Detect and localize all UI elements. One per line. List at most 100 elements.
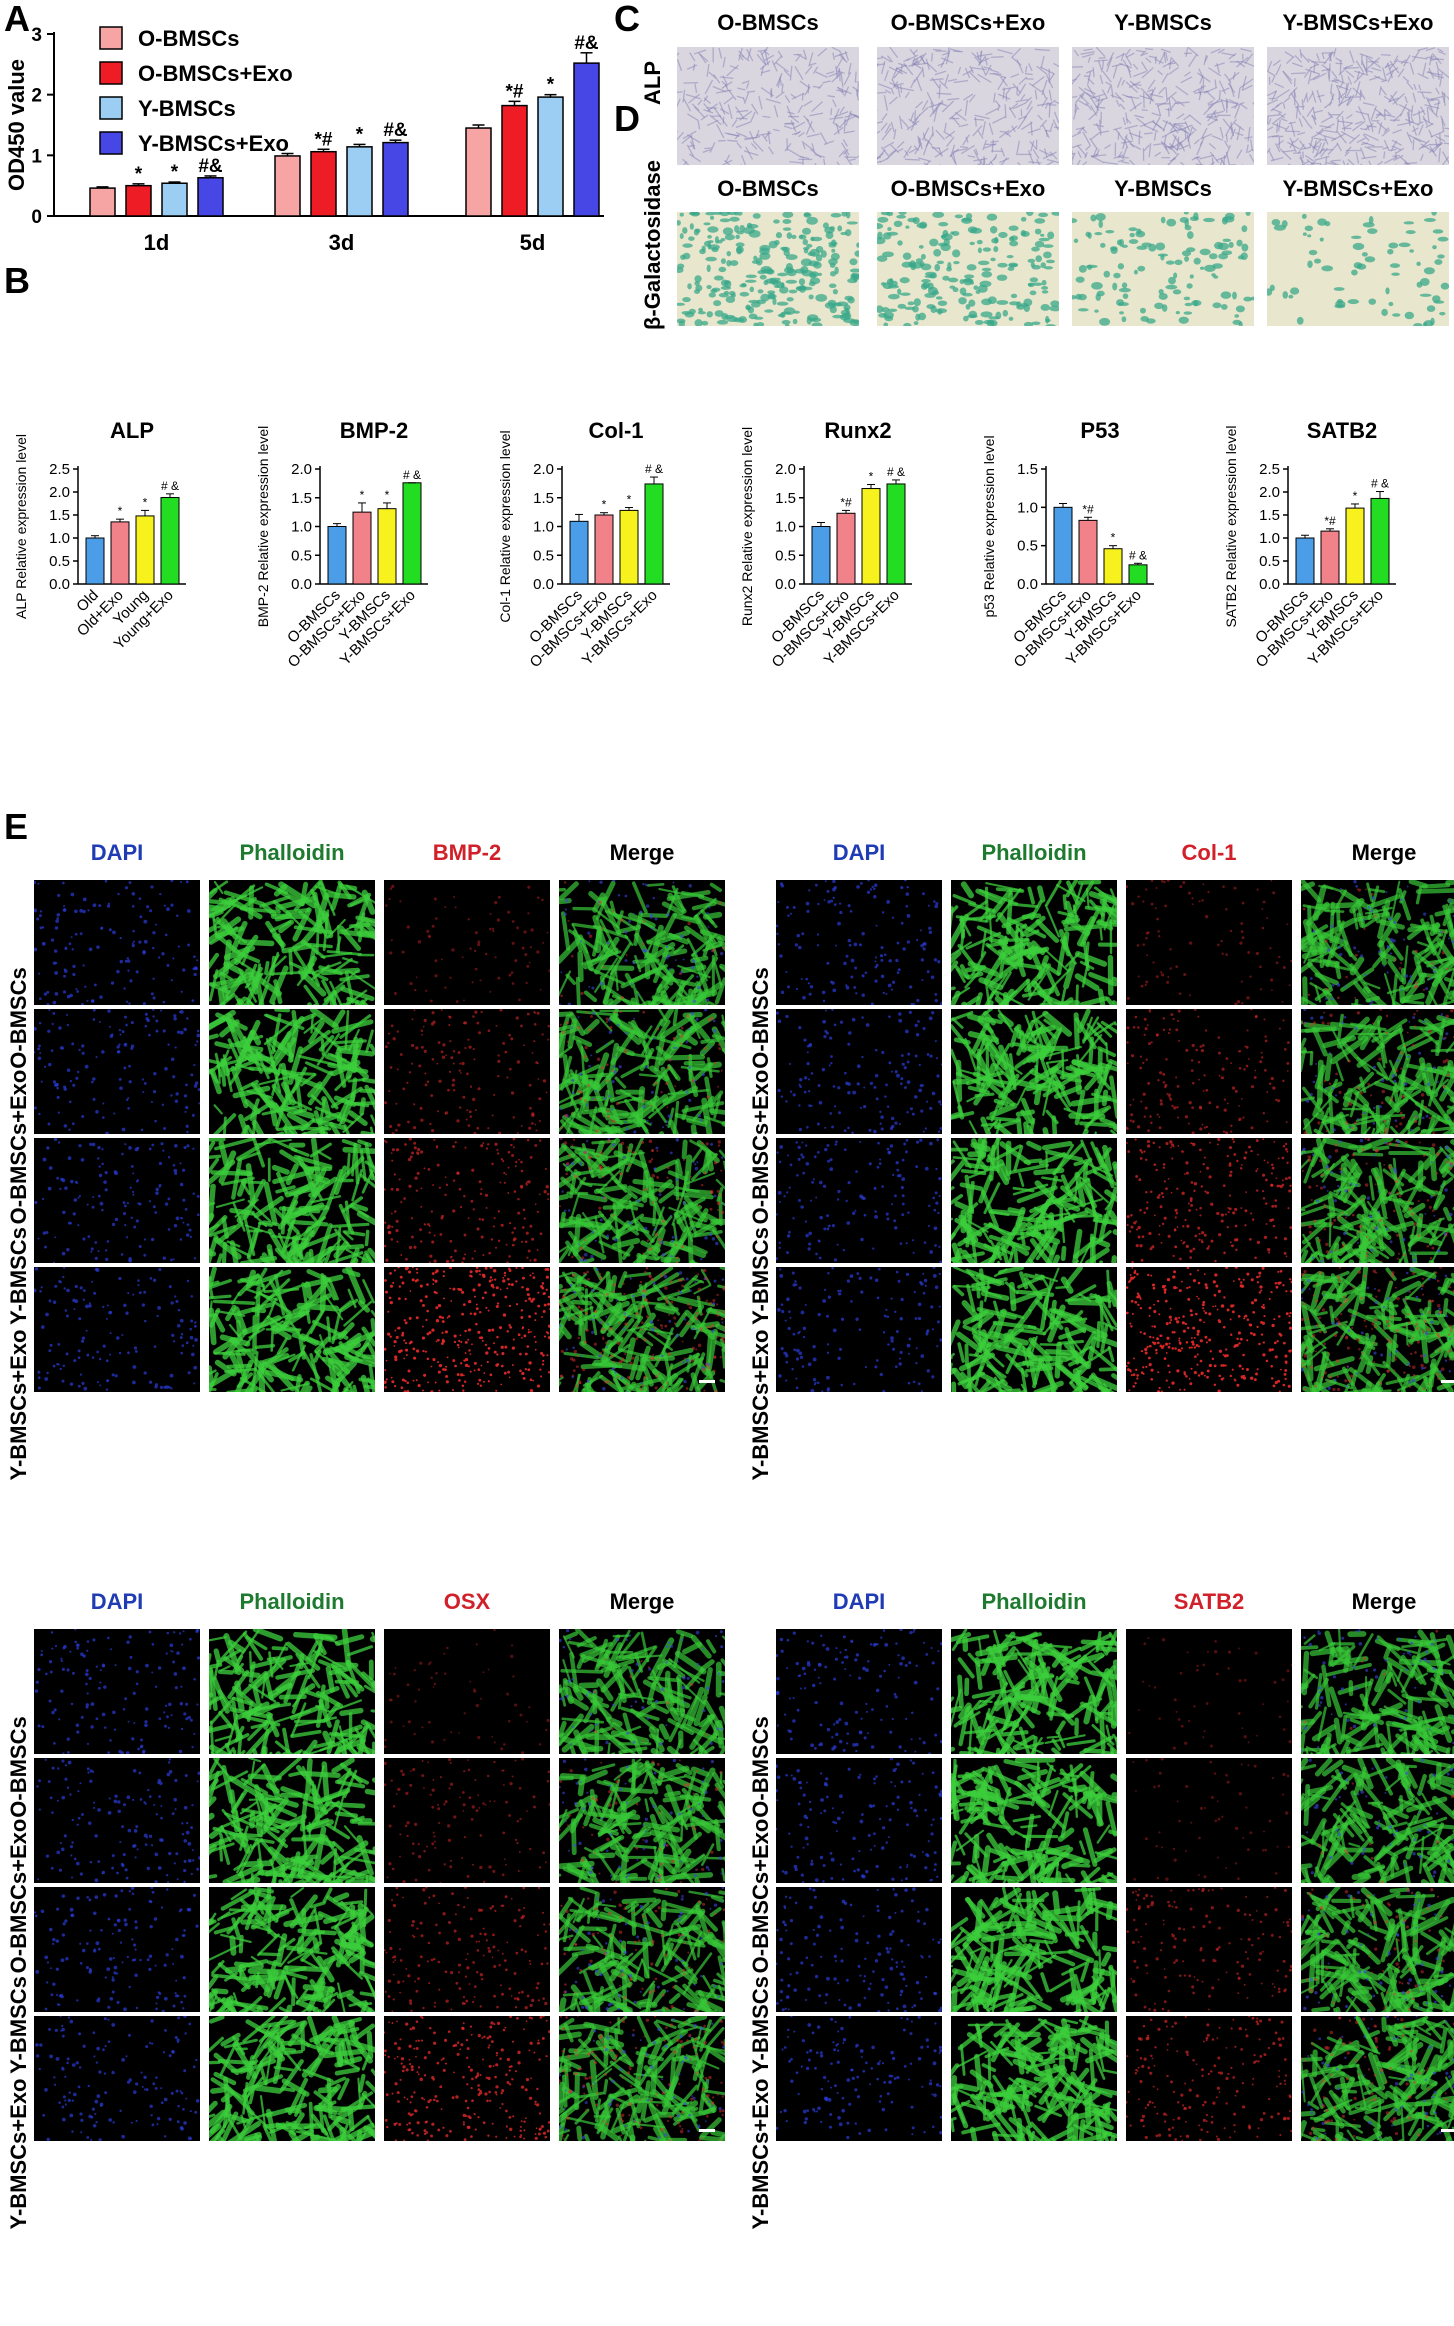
dapi-image [34, 1267, 200, 1392]
channel-header: Merge [1351, 1589, 1417, 1614]
chart-b-bmp-2: BMP-2 0.0 0.5 1.0 1.5 2.0 BMP-2 Relative expre… [255, 418, 428, 671]
row-label-text: Y-BMSCs+Exo [6, 2078, 31, 2229]
significance-label: * [385, 488, 390, 502]
significance-label: * [135, 164, 143, 185]
legend-label: Y-BMSCs [138, 96, 236, 121]
bar [1345, 507, 1365, 585]
significance-label: #& [574, 33, 599, 54]
panel-letter-d: D [614, 98, 640, 139]
marker-image [384, 1267, 550, 1392]
marker-image [384, 880, 550, 1005]
marker-image [1126, 1629, 1292, 1754]
legend-label: O-BMSCs+Exo [138, 61, 293, 86]
bar [1320, 530, 1340, 585]
phalloidin-image [951, 1887, 1117, 2012]
column-header: O-BMSCs [717, 10, 819, 35]
significance-label: *# [840, 495, 852, 509]
column-header: Y-BMSCs [1114, 10, 1212, 35]
significance-label: *# [506, 81, 524, 102]
merge-image [559, 1267, 725, 1392]
significance-label: *# [1324, 514, 1336, 528]
phalloidin-image [209, 1887, 375, 2012]
significance-label: * [869, 470, 874, 484]
scale-bar [1441, 1380, 1454, 1383]
channel-header: Col-1 [1181, 840, 1237, 865]
y-tick-label: 1.5 [1017, 461, 1038, 478]
merge-image [559, 880, 725, 1005]
dapi-image [34, 2016, 200, 2141]
channel-header: Merge [609, 840, 675, 865]
significance-label: #& [383, 120, 408, 141]
channel-header: Merge [1351, 840, 1417, 865]
bar [1128, 564, 1148, 585]
galactosidase-stain-image [1072, 212, 1254, 326]
marker-image [1126, 2016, 1292, 2141]
row-label-text: Y-BMSCs [6, 1975, 31, 2074]
y-tick-label: 3 [31, 25, 42, 46]
bar [811, 526, 831, 585]
merge-image [559, 1009, 725, 1134]
marker-image [1126, 1009, 1292, 1134]
legend-swatch [99, 131, 123, 155]
bar [594, 514, 614, 585]
column-header: O-BMSCs [717, 176, 819, 201]
bar [644, 483, 664, 585]
bar [1370, 497, 1390, 585]
x-tick-label: 5d [520, 230, 546, 255]
y-axis-title: Runx2 Relative expression level [739, 427, 755, 626]
bar [573, 62, 600, 217]
bar [402, 482, 422, 585]
column-header: O-BMSCs+Exo [890, 10, 1046, 35]
channel-header: BMP-2 [432, 840, 502, 865]
marker-image [1126, 1758, 1292, 1883]
bar [465, 127, 492, 217]
dapi-image [34, 1758, 200, 1883]
dapi-image [776, 880, 942, 1005]
significance-label: * [602, 498, 607, 512]
row-label-text: Y-BMSCs [748, 1226, 773, 1325]
merge-image [1301, 1267, 1454, 1392]
channel-header: DAPI [832, 1589, 886, 1614]
marker-image [384, 1887, 550, 2012]
scale-bar [1441, 2129, 1454, 2132]
bar [569, 520, 589, 585]
legend-swatch [99, 26, 123, 50]
chart-b-runx2: Runx2 0.0 0.5 1.0 1.5 2.0 Runx2 Relative expre… [739, 418, 912, 671]
phalloidin-image [209, 1267, 375, 1392]
significance-label: # & [161, 479, 179, 493]
row-label-text: O-BMSCs [748, 1715, 773, 1818]
merge-image [559, 1758, 725, 1883]
chart-title: P53 [1080, 418, 1119, 443]
x-tick-label: 3d [329, 230, 355, 255]
y-tick-label: 2.0 [533, 461, 554, 478]
y-axis-title: Col-1 Relative expression level [497, 430, 513, 622]
y-tick-label: 2.0 [291, 461, 312, 478]
merge-image [1301, 1629, 1454, 1754]
significance-label: * [627, 493, 632, 507]
row-label-text: O-BMSCs+Exo [6, 1069, 31, 1224]
chart-b-col-1: Col-1 0.0 0.5 1.0 1.5 2.0 Col-1 Relative expre… [497, 418, 670, 671]
channel-header: Phalloidin [239, 840, 345, 865]
bar [861, 488, 881, 585]
dapi-image [34, 1009, 200, 1134]
dapi-image [776, 1629, 942, 1754]
row-label-text: Y-BMSCs+Exo [748, 2078, 773, 2229]
y-tick-label: 1.5 [533, 490, 554, 507]
legend-label: Y-BMSCs+Exo [138, 131, 289, 156]
row-label: ALP [640, 61, 665, 105]
row-label-text: Y-BMSCs+Exo [748, 1329, 773, 1480]
y-tick-label: 0.0 [291, 576, 312, 593]
alp-stain-image [877, 47, 1059, 165]
column-header: Y-BMSCs [1114, 176, 1212, 201]
y-tick-label: 1.0 [533, 519, 554, 536]
bar [619, 509, 639, 585]
bar [274, 155, 301, 217]
bar [125, 184, 152, 217]
column-header: O-BMSCs+Exo [890, 176, 1046, 201]
y-tick-label: 1.0 [1017, 499, 1038, 516]
significance-label: * [547, 75, 555, 96]
channel-header: DAPI [90, 1589, 144, 1614]
y-tick-label: 1 [31, 146, 42, 167]
bar [161, 182, 188, 217]
significance-label: # & [403, 468, 421, 482]
